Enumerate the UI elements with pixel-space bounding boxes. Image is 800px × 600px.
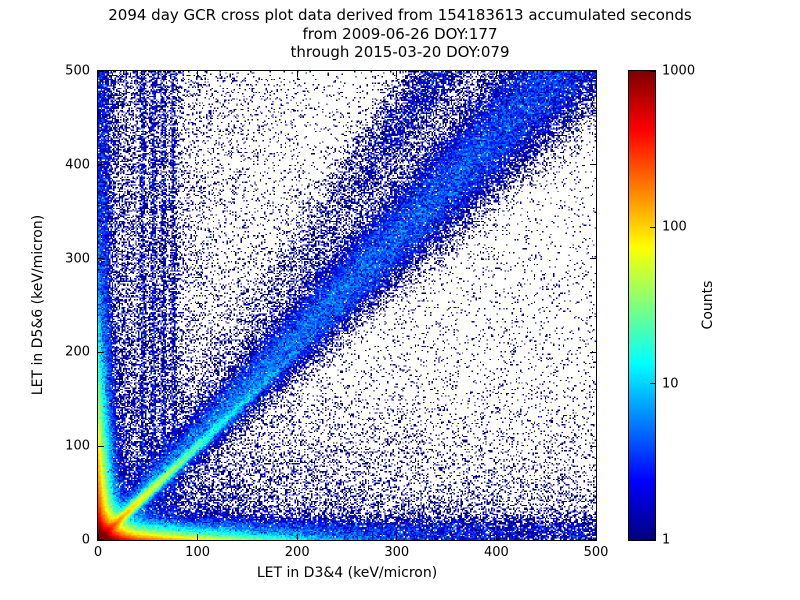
x-tick (296, 534, 298, 540)
x-tick-label: 500 (583, 545, 609, 560)
x-tick (296, 71, 298, 77)
y-tick-label: 300 (65, 251, 90, 267)
x-tick-label: 100 (185, 545, 211, 560)
colorbar-tick (650, 539, 655, 540)
colorbar-tick (650, 71, 655, 72)
colorbar-tick-label: 10 (662, 376, 679, 392)
colorbar-tick-label: 1 (662, 532, 671, 548)
y-tick (98, 445, 104, 447)
x-axis-label: LET in D3&4 (keV/micron) (256, 565, 438, 581)
x-tick (595, 534, 597, 540)
y-tick (590, 258, 596, 260)
y-tick (590, 539, 596, 540)
x-tick (97, 71, 99, 77)
y-tick (98, 164, 104, 166)
y-tick (98, 351, 104, 353)
x-tick-label: 400 (483, 545, 509, 560)
density-plot-canvas (98, 71, 596, 540)
y-tick (590, 71, 596, 72)
x-tick (197, 534, 199, 540)
x-tick (495, 534, 497, 540)
colorbar-label: Counts (700, 280, 716, 330)
x-tick (396, 534, 398, 540)
chart-subtitle-through: through 2015-03-20 DOY:079 (290, 43, 510, 61)
colorbar: 1 10 100 1000 (628, 64, 695, 548)
x-tick (495, 71, 497, 77)
y-tick-label: 400 (65, 157, 90, 173)
x-tick (396, 71, 398, 77)
y-tick (590, 164, 596, 166)
x-tick-label: 200 (284, 545, 310, 560)
y-tick (98, 258, 104, 260)
y-tick (590, 445, 596, 447)
x-tick (197, 71, 199, 77)
y-axis-label: LET in D5&6 (keV/micron) (30, 214, 46, 396)
colorbar-tick (650, 226, 655, 228)
y-tick-label: 100 (65, 438, 90, 454)
colorbar-tick-label: 100 (662, 219, 687, 235)
colorbar-tick-label: 1000 (662, 63, 696, 79)
y-tick (98, 539, 104, 540)
x-tick-label: 300 (384, 545, 410, 560)
y-tick (98, 71, 104, 72)
y-tick-label: 500 (65, 63, 90, 79)
x-tick (97, 534, 99, 540)
colorbar-canvas (629, 71, 655, 540)
y-tick-label: 200 (65, 344, 90, 360)
plot-area: 0 100 200 300 400 500 0 100 200 300 400 500 (65, 64, 608, 561)
y-tick (590, 351, 596, 353)
y-tick-label: 0 (81, 532, 90, 548)
x-tick (595, 71, 597, 77)
chart-title: 2094 day GCR cross plot data derived fro… (108, 6, 692, 24)
chart-subtitle-from: from 2009-06-26 DOY:177 (302, 25, 498, 43)
colorbar-tick (650, 383, 655, 385)
x-tick-label: 0 (93, 545, 103, 560)
